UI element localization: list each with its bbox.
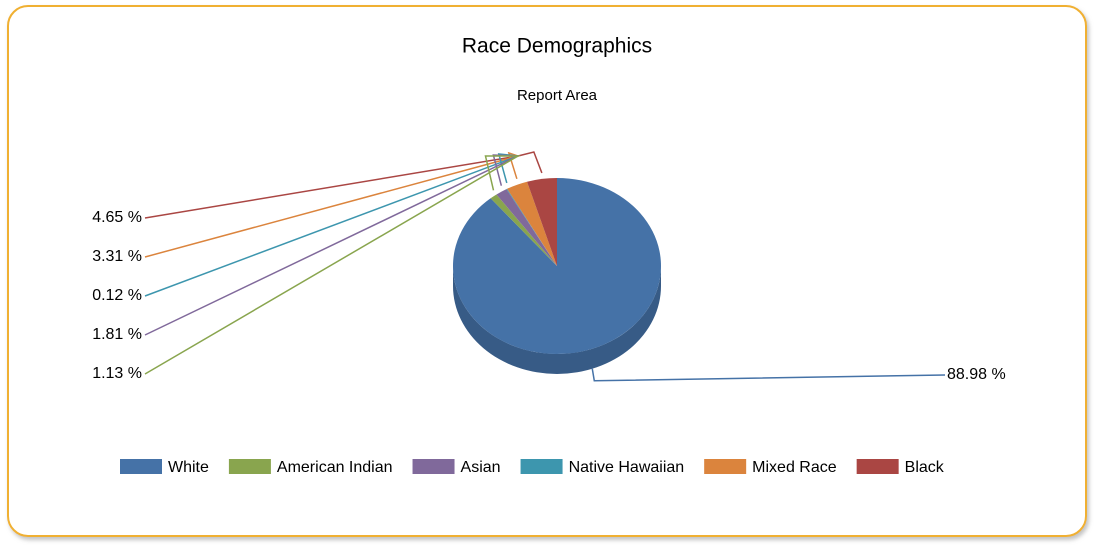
data-label: 88.98 % [947,366,1006,383]
pie: 4.65 % 3.31 % 0.12 % 1.81 % 1.13 % 88.98 % [92,151,1006,383]
chart-title: Race Demographics [462,35,652,58]
slice [527,178,557,266]
legend-label: Mixed Race [752,459,837,476]
legend-swatch [120,459,162,474]
slice [490,194,557,266]
data-label: 1.13 % [92,365,142,382]
slice [507,181,557,266]
legend-label: Black [905,459,945,476]
leader-line [144,155,521,375]
legend-label: White [168,459,209,476]
legend-swatch [704,459,747,474]
legend-swatch [412,459,455,474]
data-label: 3.31 % [92,248,142,265]
slice [506,188,557,266]
legend-label: Asian [461,459,501,476]
legend-swatch [228,459,271,474]
legend-label: American Indian [277,459,393,476]
slice [496,189,557,266]
leader-line [591,368,946,382]
data-label: 4.65 % [92,209,142,226]
data-label: 1.81 % [92,326,142,343]
legend-swatch [520,459,563,474]
data-label: 0.12 % [92,287,142,304]
legend-swatch [856,459,899,474]
legend: White American Indian Asian Native Hawaiian… [120,459,945,476]
leader-line [144,151,543,219]
chart-subtitle: Report Area [517,87,598,104]
slice-side [453,266,661,374]
leader-line [144,151,521,258]
legend-label: Native Hawaiian [569,459,685,476]
